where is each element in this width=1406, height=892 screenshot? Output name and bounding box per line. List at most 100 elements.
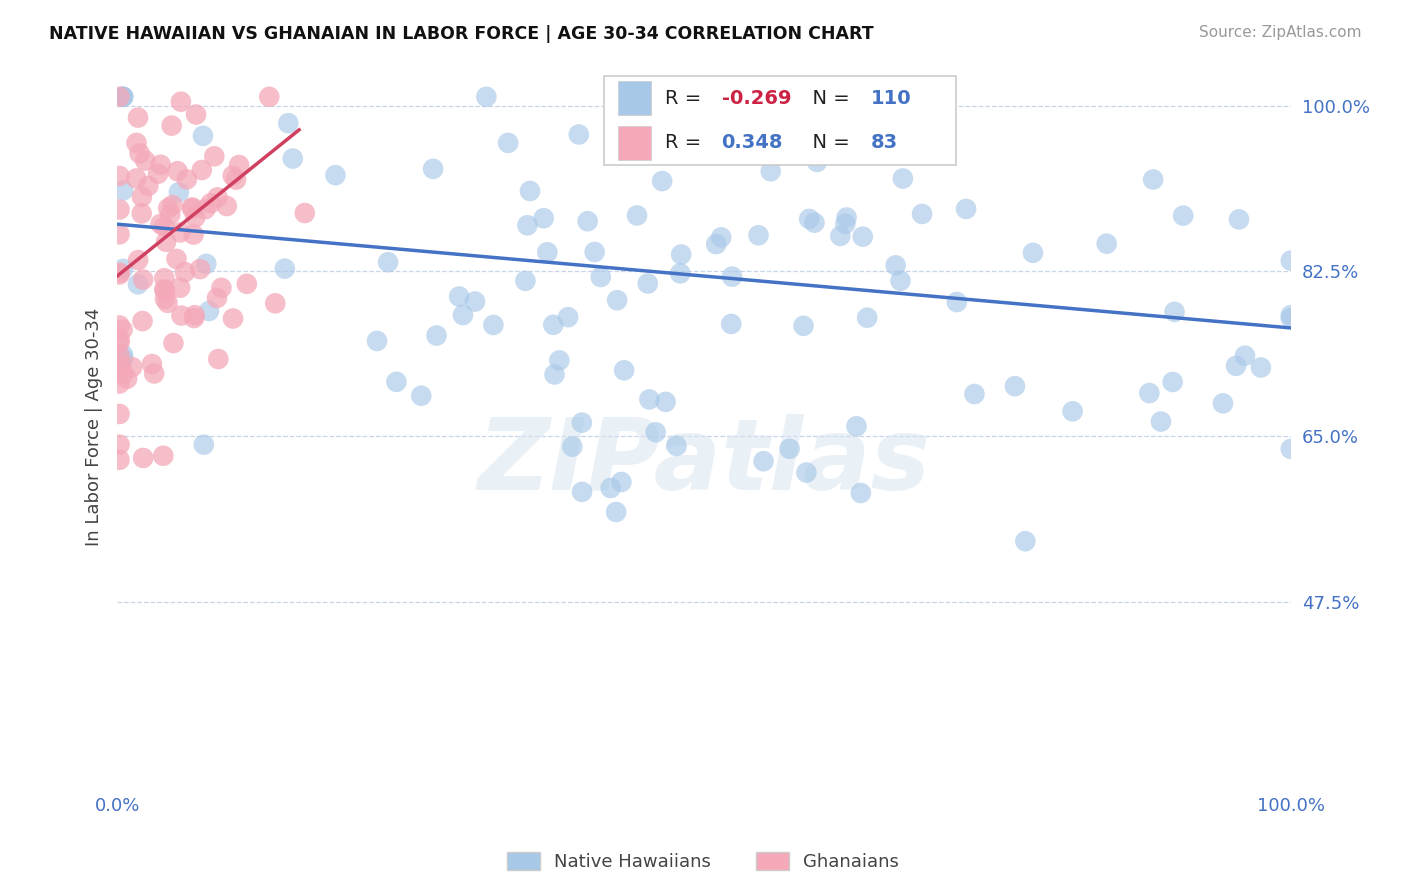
- Point: [1095, 236, 1118, 251]
- Point: [112, 261, 135, 276]
- Point: [752, 454, 775, 468]
- Text: Source: ZipAtlas.com: Source: ZipAtlas.com: [1198, 25, 1361, 40]
- Point: [169, 281, 191, 295]
- Point: [108, 437, 131, 451]
- Point: [108, 335, 131, 350]
- Point: [108, 202, 131, 217]
- Point: [108, 407, 131, 421]
- Point: [637, 277, 659, 291]
- Point: [264, 296, 287, 310]
- Point: [108, 227, 131, 242]
- Point: [464, 294, 486, 309]
- Point: [128, 146, 150, 161]
- Point: [576, 214, 599, 228]
- Point: [162, 198, 184, 212]
- Point: [183, 311, 205, 326]
- Point: [205, 291, 228, 305]
- Point: [108, 452, 131, 467]
- Text: R =: R =: [665, 134, 707, 153]
- Point: [108, 169, 131, 183]
- Point: [571, 484, 593, 499]
- Point: [849, 486, 872, 500]
- Text: 110: 110: [870, 88, 911, 108]
- Point: [830, 229, 852, 244]
- Point: [294, 206, 316, 220]
- Point: [759, 164, 782, 178]
- Point: [385, 375, 408, 389]
- Point: [156, 296, 179, 310]
- Point: [747, 228, 769, 243]
- Point: [170, 95, 193, 109]
- Point: [1004, 379, 1026, 393]
- Point: [146, 167, 169, 181]
- Point: [259, 90, 281, 104]
- Point: [852, 229, 875, 244]
- Point: [1279, 308, 1302, 322]
- Point: [1250, 360, 1272, 375]
- Point: [720, 317, 742, 331]
- Point: [184, 308, 207, 322]
- Point: [1225, 359, 1247, 373]
- Point: [141, 357, 163, 371]
- Point: [112, 90, 135, 104]
- Point: [188, 262, 211, 277]
- Point: [571, 416, 593, 430]
- Point: [561, 440, 583, 454]
- Point: [153, 282, 176, 296]
- Point: [519, 184, 541, 198]
- Point: [889, 274, 911, 288]
- Point: [325, 168, 347, 182]
- Point: [425, 328, 447, 343]
- Point: [111, 361, 134, 376]
- Point: [366, 334, 388, 348]
- Point: [856, 310, 879, 325]
- Point: [112, 367, 135, 381]
- Point: [195, 257, 218, 271]
- Point: [277, 116, 299, 130]
- Point: [610, 475, 633, 489]
- Point: [194, 202, 217, 216]
- Point: [236, 277, 259, 291]
- Point: [651, 174, 673, 188]
- Point: [112, 184, 135, 198]
- Point: [583, 245, 606, 260]
- Point: [1150, 415, 1173, 429]
- Text: -0.269: -0.269: [721, 88, 792, 108]
- Point: [891, 171, 914, 186]
- Point: [184, 107, 207, 121]
- FancyBboxPatch shape: [605, 76, 956, 165]
- Bar: [619, 81, 651, 115]
- Point: [411, 389, 433, 403]
- Point: [202, 149, 225, 163]
- Point: [108, 318, 131, 333]
- Point: [162, 336, 184, 351]
- Point: [475, 90, 498, 104]
- Point: [1279, 311, 1302, 326]
- Point: [193, 437, 215, 451]
- Point: [665, 439, 688, 453]
- Point: [669, 247, 692, 261]
- Point: [108, 90, 131, 104]
- Point: [191, 128, 214, 143]
- Point: [174, 265, 197, 279]
- Point: [758, 136, 780, 150]
- Point: [451, 308, 474, 322]
- Point: [108, 356, 131, 370]
- Point: [613, 363, 636, 377]
- Point: [111, 323, 134, 337]
- Point: [153, 284, 176, 298]
- Point: [108, 265, 131, 279]
- Point: [153, 292, 176, 306]
- Point: [955, 202, 977, 216]
- Point: [803, 216, 825, 230]
- Point: [228, 158, 250, 172]
- Point: [222, 311, 245, 326]
- Point: [149, 158, 172, 172]
- Point: [422, 161, 444, 176]
- Point: [125, 171, 148, 186]
- Point: [710, 230, 733, 244]
- Point: [121, 360, 143, 375]
- Point: [183, 227, 205, 242]
- Point: [449, 289, 471, 303]
- Point: [669, 266, 692, 280]
